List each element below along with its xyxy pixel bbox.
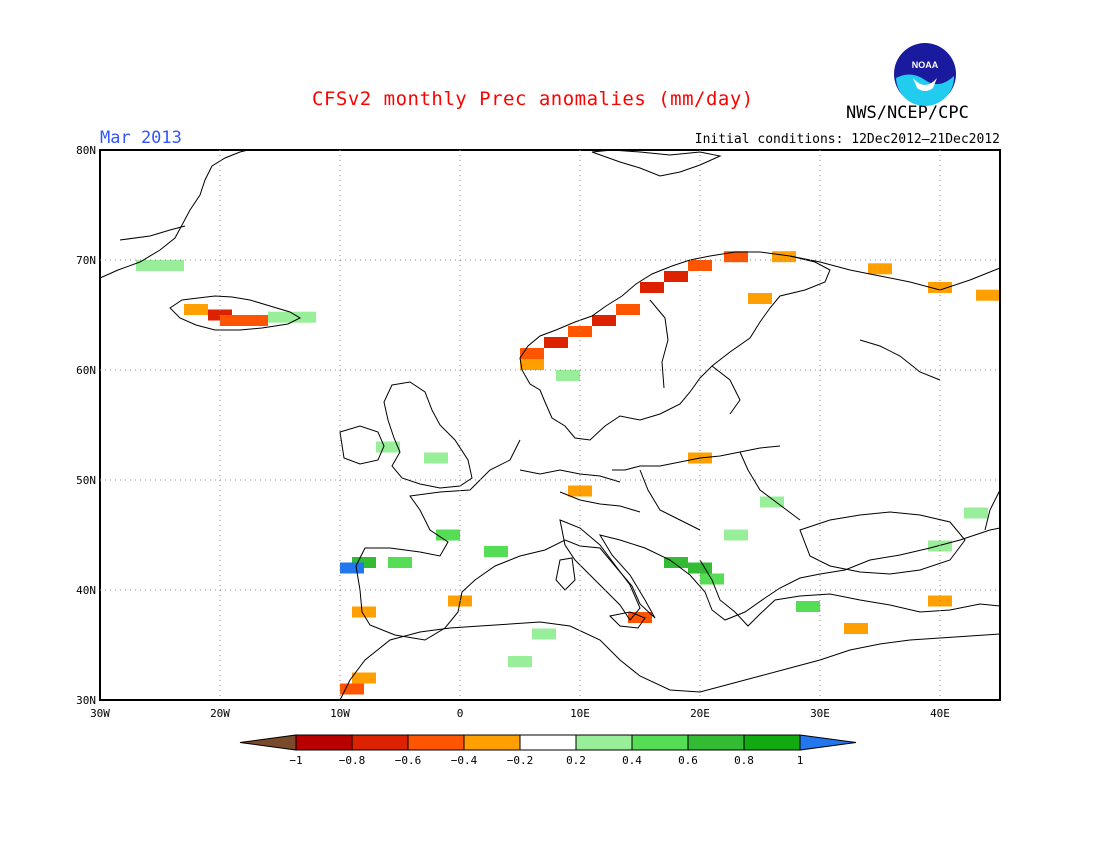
anomaly-cell [748,293,772,304]
anomaly-cell [976,289,1000,301]
y-tick-label: 60N [76,364,96,377]
colorbar-segment [407,734,465,751]
colorbar-label: −0.6 [395,754,422,767]
anomaly-cell [424,452,448,464]
anomaly-cell [352,606,376,618]
anomaly-cell [436,529,460,541]
axis-labels: 30W 20W 10W 0 10E 20E 30E 40E 30N 40N 50N 60N 70N 80N [76,144,950,720]
x-tick-label: 30E [810,707,830,720]
anomaly-cell [268,311,292,323]
anomaly-cell [484,546,508,557]
x-tick-label: 10E [570,707,590,720]
anomaly-cell [928,282,952,293]
colorbar-segment [631,734,689,751]
anomaly-cell [772,251,796,263]
anomaly-cell [628,612,652,623]
colorbar-label: 0.4 [622,754,642,767]
colorbar: −1 −0.8 −0.6 −0.4 −0.2 0.2 0.4 0.6 0.8 1 [239,734,857,767]
anomaly-cell [592,315,616,326]
colorbar-max-arrow [799,734,857,751]
x-tick-label: 20E [690,707,710,720]
y-tick-label: 40N [76,584,96,597]
y-tick-label: 50N [76,474,96,487]
anomaly-cell [664,271,688,282]
colorbar-segment [519,734,577,751]
colorbar-segment [295,734,353,751]
colorbar-label: 0.2 [566,754,586,767]
anomaly-cell [532,628,556,640]
colorbar-min-arrow [239,734,297,751]
anomaly-cell [640,282,664,293]
anomaly-cell [544,337,568,348]
colorbar-segment [351,734,409,751]
agency-label: NWS/NCEP/CPC [846,103,969,123]
anomaly-cell [136,260,160,271]
colorbar-label: −0.4 [451,754,478,767]
colorbar-label: 0.6 [678,754,698,767]
y-tick-label: 70N [76,254,96,267]
colorbar-label: −0.2 [507,754,534,767]
map-frame [99,149,1001,701]
anomaly-cell [616,304,640,315]
anomaly-cell [520,348,544,359]
anomaly-cell [796,601,820,612]
anomaly-cell [844,623,868,634]
colorbar-label: −0.8 [339,754,366,767]
anomaly-cell [688,562,712,574]
anomaly-cell [868,263,892,275]
anomaly-cell [352,672,376,684]
x-tick-label: 10W [330,707,350,720]
anomaly-cell [556,370,580,381]
x-tick-label: 20W [210,707,230,720]
anomaly-cells [136,251,1000,695]
anomaly-cell [184,304,208,315]
colorbar-label: −1 [289,754,302,767]
anomaly-cell [160,260,184,271]
coastlines [99,149,1001,701]
lat-lon-grid [100,150,1000,700]
anomaly-cell [220,315,244,326]
valid-month-label: Mar 2013 [100,128,182,148]
anomaly-cell [724,251,748,263]
anomaly-cell [664,557,688,568]
anomaly-cell [760,496,784,508]
anomaly-cell [724,529,748,541]
noaa-logo-text: NOAA [912,60,939,70]
noaa-logo: NOAA [894,43,956,106]
anomaly-cell [376,441,400,453]
y-tick-label: 80N [76,144,96,157]
anomaly-cell [244,315,268,326]
anomaly-cell [340,683,364,695]
initial-conditions-label: Initial conditions: 12Dec2012–21Dec2012 [694,132,1000,147]
x-tick-label: 0 [457,707,464,720]
anomaly-cell [340,562,364,574]
anomaly-cell [292,311,316,323]
anomaly-cell [388,557,412,568]
x-tick-label: 40E [930,707,950,720]
anomaly-cell [700,573,724,585]
x-tick-label: 30W [90,707,110,720]
colorbar-label: 0.8 [734,754,754,767]
colorbar-segment [687,734,745,751]
colorbar-segment [575,734,633,751]
anomaly-cell [964,507,988,519]
colorbar-segment [743,734,801,751]
anomaly-cell [568,326,592,337]
anomaly-cell [520,359,544,370]
colorbar-label: 1 [797,754,804,767]
y-tick-label: 30N [76,694,96,707]
map-title: CFSv2 monthly Prec anomalies (mm/day) [312,88,754,110]
anomaly-cell [508,656,532,667]
colorbar-segment [463,734,521,751]
